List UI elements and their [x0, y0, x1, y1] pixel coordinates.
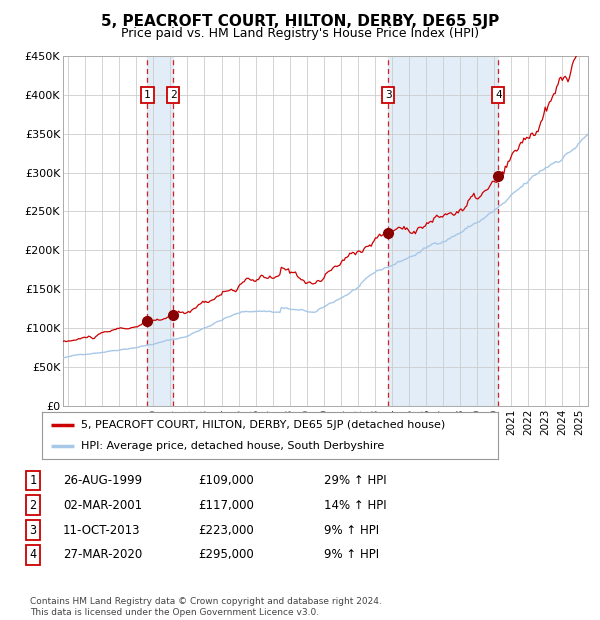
Text: 3: 3 [29, 524, 37, 536]
Text: £223,000: £223,000 [198, 524, 254, 536]
Text: 29% ↑ HPI: 29% ↑ HPI [324, 474, 386, 487]
Text: Contains HM Land Registry data © Crown copyright and database right 2024.
This d: Contains HM Land Registry data © Crown c… [30, 598, 382, 617]
Text: 1: 1 [29, 474, 37, 487]
Text: 4: 4 [495, 90, 502, 100]
Text: 26-AUG-1999: 26-AUG-1999 [63, 474, 142, 487]
Text: 4: 4 [29, 549, 37, 561]
Text: 5, PEACROFT COURT, HILTON, DERBY, DE65 5JP (detached house): 5, PEACROFT COURT, HILTON, DERBY, DE65 5… [81, 420, 445, 430]
Text: HPI: Average price, detached house, South Derbyshire: HPI: Average price, detached house, Sout… [81, 441, 384, 451]
Text: £295,000: £295,000 [198, 549, 254, 561]
Text: 2: 2 [29, 499, 37, 511]
Text: 11-OCT-2013: 11-OCT-2013 [63, 524, 140, 536]
Text: 9% ↑ HPI: 9% ↑ HPI [324, 524, 379, 536]
Text: 27-MAR-2020: 27-MAR-2020 [63, 549, 142, 561]
Text: 14% ↑ HPI: 14% ↑ HPI [324, 499, 386, 511]
Text: 02-MAR-2001: 02-MAR-2001 [63, 499, 142, 511]
Text: 9% ↑ HPI: 9% ↑ HPI [324, 549, 379, 561]
Bar [388, 56, 499, 406]
Text: 5, PEACROFT COURT, HILTON, DERBY, DE65 5JP: 5, PEACROFT COURT, HILTON, DERBY, DE65 5… [101, 14, 499, 29]
Text: 3: 3 [385, 90, 392, 100]
Text: Price paid vs. HM Land Registry's House Price Index (HPI): Price paid vs. HM Land Registry's House … [121, 27, 479, 40]
Bar [148, 56, 173, 406]
Text: £109,000: £109,000 [198, 474, 254, 487]
Text: 1: 1 [144, 90, 151, 100]
Text: 2: 2 [170, 90, 176, 100]
Text: £117,000: £117,000 [198, 499, 254, 511]
